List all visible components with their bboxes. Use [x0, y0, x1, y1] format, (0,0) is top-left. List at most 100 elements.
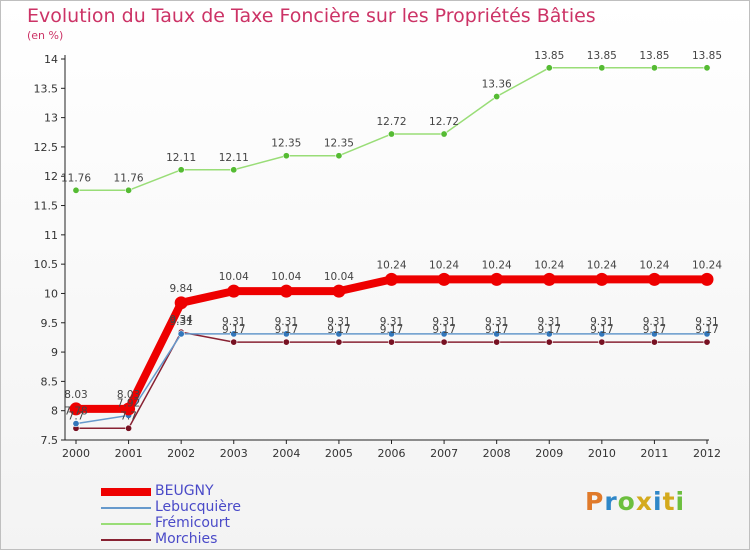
y-tick-label: 12	[44, 170, 58, 183]
data-point	[490, 272, 504, 286]
data-point	[437, 272, 451, 286]
legend-label: Lebucquière	[155, 499, 241, 515]
y-tick-label: 9	[51, 346, 58, 359]
data-point	[230, 166, 238, 174]
unit-label: (en %)	[27, 29, 64, 42]
axes: 7.5 8 8.5 9 9.5 10 10.5 11 11.5 12 12.5 13 13.5 14 200…	[34, 53, 722, 460]
data-label: 10.04	[324, 271, 354, 283]
data-point	[230, 330, 238, 338]
x-tick-label: 2008	[483, 447, 511, 460]
data-point	[122, 402, 136, 416]
brand-logo: Proxiti	[585, 487, 685, 516]
series-morchies	[72, 328, 711, 432]
data-label: 12.72	[429, 116, 459, 128]
x-tick-label: 2006	[378, 447, 406, 460]
data-label: 12.11	[219, 152, 249, 164]
data-point	[493, 330, 501, 338]
x-tick-label: 2005	[325, 447, 353, 460]
data-point	[279, 284, 293, 298]
data-label: 9.17	[643, 324, 666, 336]
data-label: 9.17	[222, 324, 245, 336]
data-point	[227, 284, 241, 298]
data-label: 10.24	[429, 259, 459, 271]
data-point	[125, 424, 133, 432]
data-point	[545, 330, 553, 338]
data-label: 7.92	[117, 397, 140, 409]
chart-title: Evolution du Taux de Taxe Foncière sur l…	[27, 5, 596, 27]
data-label: 8.03	[117, 389, 140, 401]
data-label: 13.85	[534, 50, 564, 62]
data-point	[174, 296, 188, 310]
x-tick-label: 2010	[588, 447, 616, 460]
y-tick-label: 13	[44, 112, 58, 125]
data-label: 9.17	[590, 324, 613, 336]
data-point	[650, 64, 658, 72]
y-tick-label: 8.5	[41, 375, 59, 388]
data-label: 7.7	[68, 410, 85, 422]
data-point	[598, 338, 606, 346]
data-point	[332, 284, 346, 298]
data-label: 13.36	[482, 79, 512, 91]
data-label: 11.76	[61, 172, 91, 184]
data-point	[647, 272, 661, 286]
series-beugny	[69, 272, 714, 416]
data-point	[598, 64, 606, 72]
data-point	[703, 64, 711, 72]
data-label: 10.24	[587, 259, 617, 271]
data-point	[72, 420, 80, 428]
data-point	[703, 330, 711, 338]
data-label: 8.03	[64, 389, 87, 401]
data-label: 9.31	[643, 316, 666, 328]
series-line	[75, 333, 708, 425]
data-point	[125, 186, 133, 194]
data-point	[440, 130, 448, 138]
data-label: 10.24	[534, 259, 564, 271]
legend-label: Morchies	[155, 531, 218, 547]
data-label: 9.17	[327, 324, 350, 336]
data-point	[493, 338, 501, 346]
data-label: 9.17	[538, 324, 561, 336]
data-point	[177, 166, 185, 174]
data-point	[385, 272, 398, 286]
data-point	[72, 186, 80, 194]
x-tick-label: 2002	[167, 447, 195, 460]
data-point	[650, 330, 658, 338]
data-label: 9.31	[222, 316, 245, 328]
x-tick-label: 2012	[693, 447, 721, 460]
data-point	[440, 330, 448, 338]
legend-label: BEUGNY	[155, 483, 214, 499]
y-tick-label: 11	[44, 229, 58, 242]
data-label: 12.11	[166, 152, 196, 164]
x-tick-label: 2009	[535, 447, 563, 460]
data-label: 9.17	[275, 324, 298, 336]
data-label: 13.85	[692, 50, 722, 62]
data-label: 9.31	[695, 316, 718, 328]
data-point	[545, 338, 553, 346]
data-label: 9.31	[485, 316, 508, 328]
data-label: 10.24	[692, 259, 722, 271]
data-label: 12.35	[271, 138, 301, 150]
series-line	[75, 331, 708, 430]
data-point	[69, 402, 83, 416]
y-tick-label: 11.5	[34, 200, 59, 213]
data-label: 9.31	[432, 316, 455, 328]
data-label: 9.31	[380, 316, 403, 328]
data-label: 9.17	[695, 324, 718, 336]
data-label: 11.76	[114, 172, 144, 184]
y-tick-label: 14	[44, 53, 58, 66]
data-point	[387, 338, 395, 346]
x-tick-label: 2003	[220, 447, 248, 460]
data-point	[335, 338, 343, 346]
data-label: 9.31	[327, 316, 350, 328]
data-point	[335, 152, 343, 160]
legend-swatch	[101, 539, 151, 541]
data-point	[440, 338, 448, 346]
y-tick-label: 10	[44, 287, 58, 300]
data-point	[387, 330, 395, 338]
data-label: 10.04	[271, 271, 301, 283]
legend-swatch	[101, 507, 151, 509]
data-label: 12.35	[324, 138, 354, 150]
data-label: 9.31	[590, 316, 613, 328]
y-tick-label: 13.5	[34, 82, 59, 95]
